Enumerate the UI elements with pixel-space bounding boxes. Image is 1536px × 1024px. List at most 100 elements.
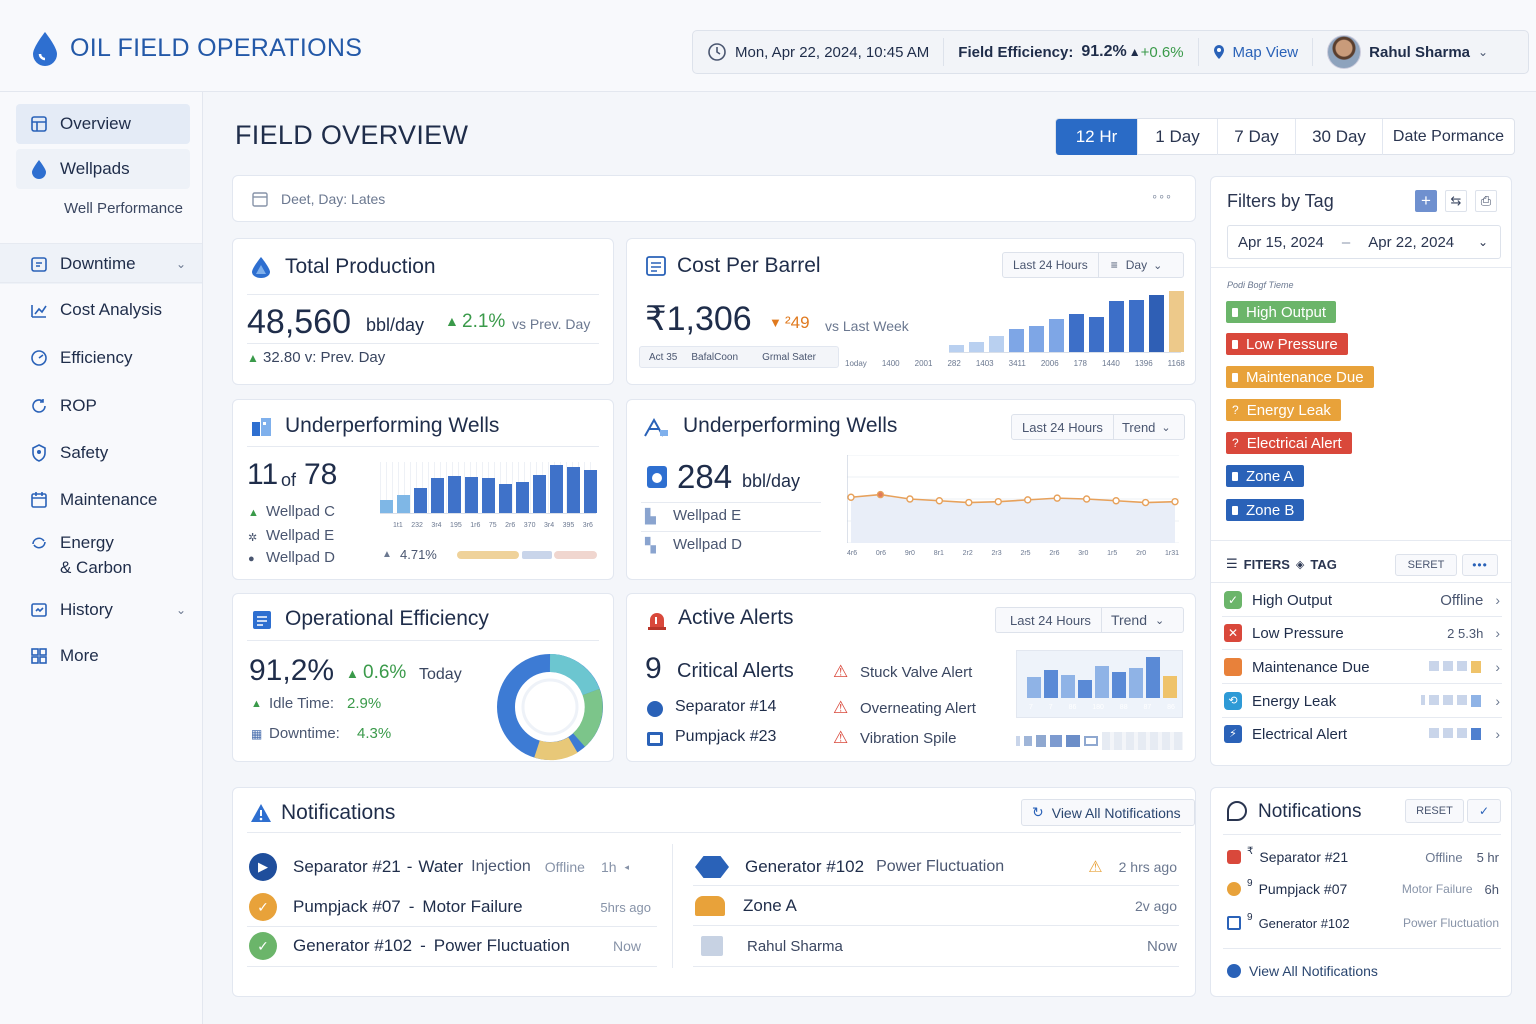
user-menu[interactable]: Rahul Sharma ⌄ (1313, 31, 1502, 73)
sidebar-item-downtime[interactable]: Downtime ⌄ (0, 244, 202, 284)
tag-zone-a[interactable]: Zone A (1226, 465, 1304, 487)
brand[interactable]: OIL FIELD OPERATIONS (30, 30, 362, 66)
notification-status: Power Fluctuation (1402, 916, 1499, 930)
notification-row[interactable]: Rahul Sharma Now (695, 931, 1177, 961)
shield-icon (32, 444, 46, 462)
tag-maintenance-due[interactable]: Maintenance Due (1226, 366, 1374, 388)
side-notification-row[interactable]: 9 Pumpjack #07 Motor Failure 6h (1227, 878, 1499, 900)
filter-row-maintenance-due[interactable]: Maintenance Due › (1224, 652, 1500, 682)
axis-tick-label: 2006 (1040, 359, 1059, 368)
axis-tick-label: 3411 (1008, 359, 1026, 368)
range-dropdown[interactable]: Last 24 Hours Trend ⌄ (1011, 414, 1185, 440)
tag-energy-leak[interactable]: ? Energy Leak (1226, 399, 1341, 421)
sidebar-item-label-line2: & Carbon (60, 558, 132, 577)
tab-12hr[interactable]: 12 Hr (1056, 119, 1138, 155)
cost-per-barrel-card: Cost Per Barrel Last 24 Hours ≡ Day ⌄ ₹1… (626, 238, 1196, 385)
well-item: Wellpad E (266, 527, 335, 544)
sidebar-item-history[interactable]: History ⌄ (16, 590, 190, 630)
sup-label: 9 (1247, 878, 1253, 889)
tag-high-output[interactable]: High Output (1226, 301, 1337, 323)
notification-row[interactable]: ▶ Separator #21 - Water Injection Offlin… (249, 852, 669, 882)
reset-button[interactable]: RESET (1405, 799, 1464, 823)
chart-bar (1095, 665, 1109, 698)
side-notification-row[interactable]: 9 Generator #102 Power Fluctuation (1227, 912, 1499, 934)
sup-label: ₹ (1247, 846, 1254, 857)
tab-7day[interactable]: 7 Day (1218, 119, 1296, 155)
filter-row-electrical-alert[interactable]: ⚡ Electrical Alert › (1224, 719, 1500, 749)
more-dots-icon[interactable]: ◦◦◦ (1152, 188, 1173, 204)
chart-bar (1112, 672, 1126, 698)
notification-status: Offline (544, 859, 585, 875)
filter-strip[interactable]: Deet, Day: Lates ◦◦◦ (232, 175, 1196, 222)
info-dot-icon: ● (248, 553, 255, 565)
add-icon[interactable]: + (1415, 190, 1437, 212)
check-icon[interactable]: ✓ (1467, 799, 1501, 823)
pumpjack-icon (647, 732, 663, 746)
view-all-label: View All Notifications (1249, 963, 1378, 979)
separator: - (406, 857, 413, 876)
tag-icon: ◈ (1295, 558, 1305, 571)
idle-value: 2.9% (347, 695, 382, 712)
range-dropdown[interactable]: Last 24 Hours ≡ Day ⌄ (1002, 252, 1184, 278)
view-all-notifications-link[interactable]: View All Notifications (1227, 963, 1378, 979)
chart-bar (584, 469, 597, 513)
notification-row[interactable]: ✓ Pumpjack #07 - Motor Failure 5hrs ago (249, 892, 669, 922)
cost-chart-icon (31, 305, 47, 318)
notification-row[interactable]: ✓ Generator #102 - Power Fluctuation Now (249, 931, 669, 961)
tab-30day[interactable]: 30 Day (1296, 119, 1383, 155)
sidebar-subitem-well-performance[interactable]: Well Performance (64, 200, 183, 217)
sidebar-item-wellpads[interactable]: Wellpads (16, 149, 190, 189)
sidebar-item-maintenance[interactable]: Maintenance (16, 480, 190, 520)
filter-row-low-pressure[interactable]: ✕ Low Pressure 2 5.3h › (1224, 618, 1500, 648)
notification-row[interactable]: Generator #102 Power Fluctuation ⚠ 2 hrs… (695, 852, 1177, 882)
sidebar-item-more[interactable]: More (16, 636, 190, 676)
notification-name: Generator #102 (745, 857, 865, 876)
chart-bar (533, 474, 546, 513)
alert-item: Overneating Alert (860, 700, 976, 717)
view-all-notifications-button[interactable]: ↻ View All Notifications (1021, 799, 1195, 826)
separator: - (408, 897, 415, 916)
up-triangle-icon: ▲ (346, 666, 359, 681)
status-dot-icon (1227, 882, 1241, 896)
chart-bar (414, 487, 427, 513)
mini-bars (1429, 661, 1482, 673)
sidebar-item-efficiency[interactable]: Efficiency (16, 338, 190, 378)
axis-tick-label: 3r4 (543, 522, 555, 529)
export-icon[interactable]: ⎙ (1475, 190, 1497, 212)
sidebar-item-cost-analysis[interactable]: Cost Analysis (16, 290, 190, 330)
sidebar-item-energy-carbon[interactable]: Energy & Carbon (16, 530, 190, 580)
tab-1day[interactable]: 1 Day (1138, 119, 1218, 155)
tab-date-range[interactable]: Date Pormance (1392, 128, 1505, 145)
card-title: Underperforming Wells (285, 414, 500, 437)
chevron-right-icon: › (1495, 693, 1500, 709)
divider (672, 844, 673, 968)
filter-row-high-output[interactable]: ✓ High Output Offline › (1224, 585, 1500, 615)
notification-name: Pumpjack #07 (1258, 881, 1348, 897)
map-view-button[interactable]: Map View (1199, 31, 1313, 73)
down-triangle-icon: ▼ (769, 315, 782, 330)
gauge-box-icon (647, 466, 667, 488)
more-dots-icon[interactable]: ••• (1462, 554, 1498, 576)
sidebar-item-rop[interactable]: ROP (16, 386, 190, 426)
refresh-icon[interactable]: ⇆ (1445, 190, 1467, 212)
date-range-picker[interactable]: Apr 15, 2024 – Apr 22, 2024 ⌄ (1227, 225, 1501, 259)
chart-bar (1149, 294, 1164, 352)
chart-bar (1027, 677, 1041, 698)
notification-name: Generator #102 (293, 936, 413, 955)
warning-icon: ⚠ (833, 662, 849, 681)
tag-low-pressure[interactable]: Low Pressure (1226, 333, 1348, 355)
chart-bar (1163, 676, 1177, 698)
notification-row[interactable]: Zone A 2v ago (695, 891, 1177, 921)
range-dropdown[interactable]: Last 24 Hours Trend ⌄ (995, 607, 1184, 633)
chart-bar (989, 336, 1004, 352)
chart-bar (499, 484, 512, 513)
reset-button[interactable]: SERET (1395, 554, 1457, 576)
side-notification-row[interactable]: ₹ Separator #21 Offline 5 hr (1227, 846, 1499, 868)
sidebar-item-safety[interactable]: Safety (16, 433, 190, 473)
tag-zone-b[interactable]: Zone B (1226, 499, 1305, 521)
list-title: FITERS (1243, 556, 1290, 572)
tag-electrical-alert[interactable]: ? Electricai Alert (1226, 432, 1352, 454)
production-value: 48,560 (247, 303, 351, 341)
filter-row-energy-leak[interactable]: ⟲ Energy Leak › (1224, 686, 1500, 716)
sidebar-item-overview[interactable]: Overview (16, 104, 190, 144)
